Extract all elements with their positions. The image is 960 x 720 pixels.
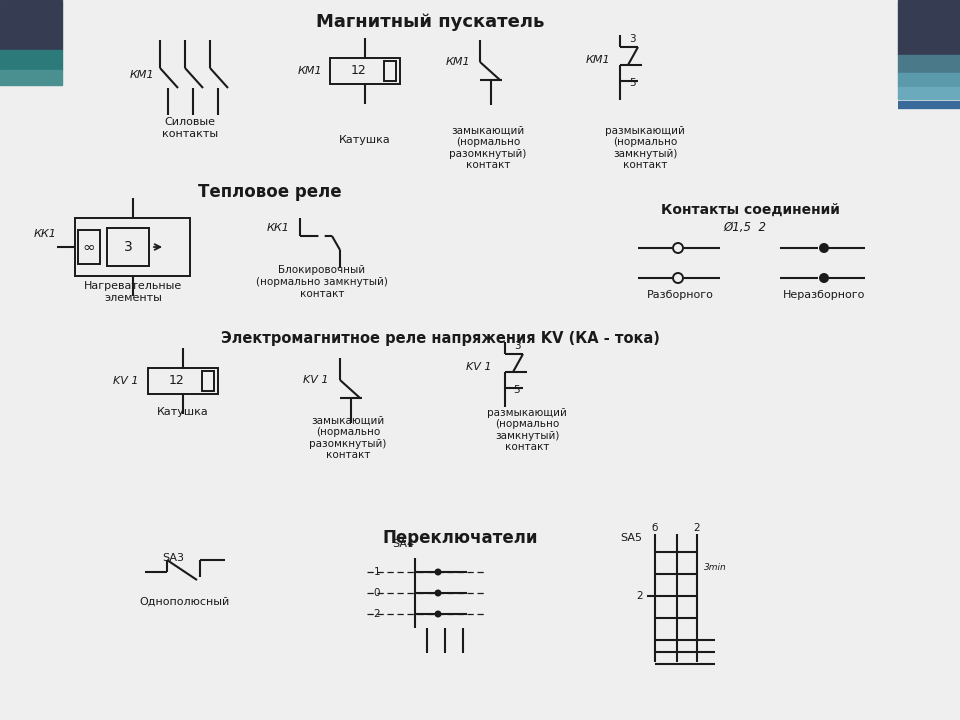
Text: 3: 3 — [629, 34, 636, 44]
Text: Силовые
контакты: Силовые контакты — [162, 117, 218, 139]
Text: Однополюсный: Однополюсный — [140, 597, 230, 607]
Circle shape — [435, 569, 442, 575]
Bar — [75, 218, 190, 276]
Text: 2: 2 — [694, 523, 700, 533]
Bar — [384, 61, 396, 81]
Bar — [202, 371, 214, 391]
Circle shape — [819, 243, 829, 253]
Circle shape — [435, 590, 442, 596]
Text: Электромагнитное реле напряжения KV (КА - тока): Электромагнитное реле напряжения KV (КА … — [221, 330, 660, 346]
Bar — [898, 73, 960, 87]
Text: Магнитный пускатель: Магнитный пускатель — [316, 13, 544, 31]
Text: Катушка: Катушка — [339, 135, 391, 145]
Text: KV 1: KV 1 — [303, 375, 328, 385]
Text: 3: 3 — [514, 341, 520, 351]
Bar — [0, 70, 62, 85]
Text: Разборного: Разборного — [647, 290, 713, 300]
Text: размыкающий
(нормально
замкнутый)
контакт: размыкающий (нормально замкнутый) контак… — [487, 408, 567, 452]
Circle shape — [435, 611, 442, 618]
Text: КК1: КК1 — [34, 229, 57, 239]
Text: Контакты соединений: Контакты соединений — [660, 203, 839, 217]
Text: 5: 5 — [514, 385, 520, 395]
Text: б: б — [652, 523, 659, 533]
Text: 3: 3 — [124, 240, 132, 254]
Bar — [898, 55, 960, 73]
Text: KV 1: KV 1 — [113, 376, 139, 386]
Text: КМ1: КМ1 — [445, 57, 470, 67]
Bar — [898, 0, 960, 55]
Text: Неразборного: Неразборного — [782, 290, 865, 300]
Circle shape — [819, 273, 829, 283]
Text: SA3: SA3 — [162, 553, 184, 563]
Text: 2: 2 — [373, 609, 380, 619]
Bar — [78, 230, 100, 264]
Bar — [0, 0, 62, 50]
Text: размыкающий
(нормально
замкнутый)
контакт: размыкающий (нормально замкнутый) контак… — [605, 125, 684, 171]
Text: Тепловое реле: Тепловое реле — [198, 183, 342, 201]
Text: 3min: 3min — [704, 562, 727, 572]
Text: Блокировочный
(нормально замкнутый)
контакт: Блокировочный (нормально замкнутый) конт… — [256, 266, 388, 299]
Bar — [148, 368, 218, 394]
Text: замыкающий
(нормально
разомкнутый)
контакт: замыкающий (нормально разомкнутый) конта… — [449, 125, 527, 171]
Bar — [107, 228, 149, 266]
Text: ∞: ∞ — [83, 240, 95, 254]
Text: Переключатели: Переключатели — [382, 529, 538, 547]
Text: 5: 5 — [629, 78, 636, 88]
Text: 12: 12 — [169, 374, 185, 387]
Text: замыкающий
(нормально
разомкнутый)
контакт: замыкающий (нормально разомкнутый) конта… — [309, 415, 387, 460]
Text: KV 1: KV 1 — [467, 362, 492, 372]
Text: КМ1: КМ1 — [130, 70, 155, 80]
Bar — [0, 50, 62, 70]
Text: КМ1: КМ1 — [586, 55, 611, 65]
Text: 0: 0 — [373, 588, 380, 598]
Text: SA4: SA4 — [392, 539, 414, 549]
Text: 2: 2 — [636, 591, 643, 601]
Text: КМ1: КМ1 — [298, 66, 323, 76]
Text: 12: 12 — [351, 65, 367, 78]
Text: Катушка: Катушка — [157, 407, 209, 417]
Text: КК1: КК1 — [267, 223, 289, 233]
Text: Нагревательные
элементы: Нагревательные элементы — [84, 282, 182, 303]
Bar — [898, 87, 960, 99]
Bar — [330, 58, 400, 84]
Text: 1: 1 — [373, 567, 380, 577]
Text: Ø1,5  2: Ø1,5 2 — [724, 222, 766, 235]
Text: SA5: SA5 — [620, 533, 642, 543]
